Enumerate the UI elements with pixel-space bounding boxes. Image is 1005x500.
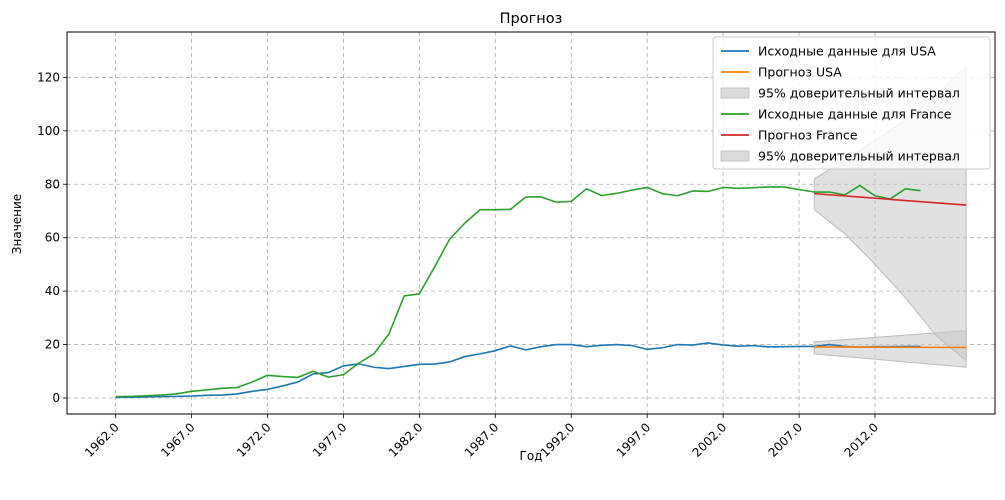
series-line <box>814 192 967 206</box>
x-axis-title: Год <box>520 449 543 463</box>
series-line <box>115 342 921 399</box>
legend-patch-swatch <box>720 150 750 162</box>
legend-label: 95% доверительный интервал <box>758 149 960 164</box>
y-tick-label: 20 <box>45 338 60 352</box>
chart-title: Прогноз <box>500 11 563 27</box>
legend-label: Прогноз USA <box>758 65 842 80</box>
y-tick-label: 80 <box>45 177 60 191</box>
y-tick-label: 100 <box>37 124 60 138</box>
y-tick-label: 120 <box>37 70 60 84</box>
series-line <box>115 184 921 398</box>
legend: Исходные данные для USA Прогноз USA 95% до… <box>712 36 991 170</box>
legend-label: Прогноз France <box>758 128 858 143</box>
legend-label: 95% доверительный интервал <box>758 86 960 101</box>
series-lines <box>115 184 967 399</box>
y-tick-label: 40 <box>45 284 60 298</box>
legend-label: Исходные данные для USA <box>758 44 936 59</box>
y-tick-label: 60 <box>45 231 60 245</box>
legend-patch-swatch <box>720 87 750 99</box>
plot-frame <box>66 31 996 415</box>
y-tick-label: 0 <box>52 391 60 405</box>
legend-label: Исходные данные для France <box>758 107 952 122</box>
legend-box <box>712 36 991 170</box>
confidence-band <box>813 330 967 368</box>
y-axis-title: Значение <box>10 194 24 254</box>
series-line <box>814 346 967 349</box>
